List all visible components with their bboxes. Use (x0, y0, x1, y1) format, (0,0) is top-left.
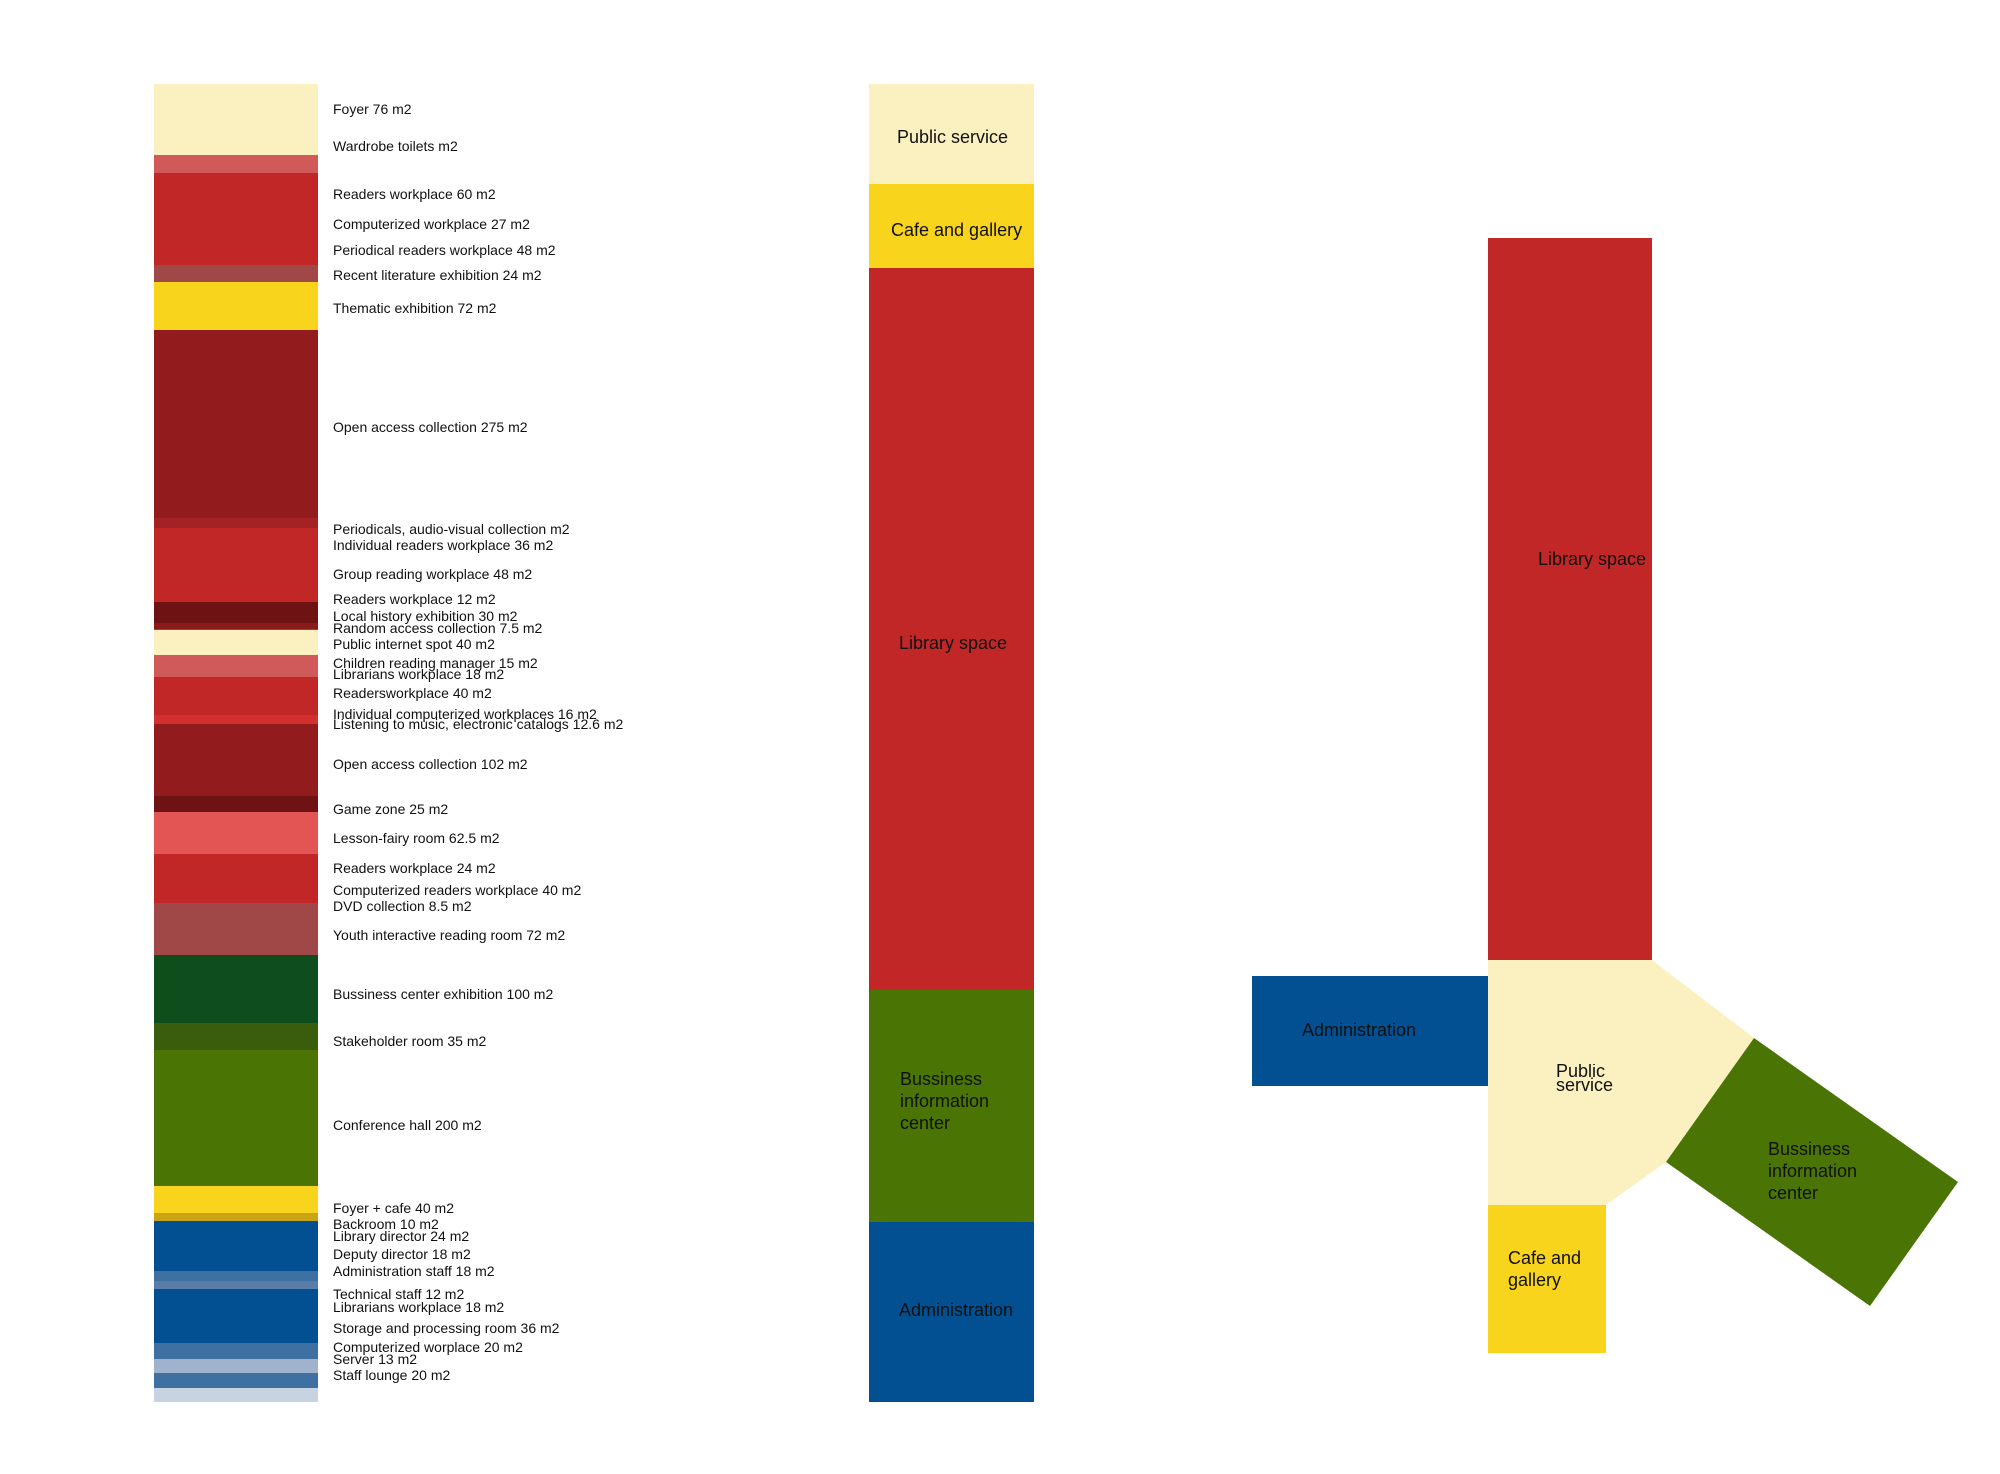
room-label: DVD collection 8.5 m2 (333, 898, 472, 914)
zone-label: Administration (899, 1300, 1014, 1320)
room-segment (154, 1281, 318, 1289)
room-segment (154, 630, 318, 655)
room-label: Server 13 m2 (333, 1351, 418, 1367)
room-label: Bussiness center exhibition 100 m2 (333, 986, 554, 1002)
cafe-label: Cafe and gallery (1508, 1248, 1582, 1290)
zone-segment (869, 1222, 1034, 1402)
zone-label: Cafe and gallery (891, 220, 1023, 240)
room-segment (154, 602, 318, 623)
room-segment (154, 955, 318, 1023)
room-segment (154, 1271, 318, 1281)
room-segment (154, 1359, 318, 1373)
room-label: Local history exhibition 30 m2 (333, 608, 518, 624)
room-segment (154, 1343, 318, 1359)
room-label: Stakeholder room 35 m2 (333, 1033, 487, 1049)
room-label: Readersworkplace 40 m2 (333, 685, 492, 701)
room-label: Open access collection 102 m2 (333, 756, 528, 772)
room-label: Readers workplace 24 m2 (333, 860, 496, 876)
room-segment (154, 330, 318, 518)
room-segment (154, 127, 318, 155)
room-label: Youth interactive reading room 72 m2 (333, 927, 566, 943)
library-block (1488, 238, 1652, 960)
room-segment (154, 796, 318, 812)
room-label: Random access collection 7.5 m2 (333, 620, 543, 636)
zone-segment (869, 990, 1034, 1222)
room-segment (154, 655, 318, 677)
room-label: Foyer 76 m2 (333, 101, 412, 117)
room-segment (154, 854, 318, 898)
zone-segment (869, 184, 1034, 268)
room-label: Wardrobe toilets m2 (333, 138, 458, 154)
public-service-label: Public service (1556, 1064, 1614, 1095)
room-label: Thematic exhibition 72 m2 (333, 300, 497, 316)
room-segment (154, 1023, 318, 1050)
room-label: Deputy director 18 m2 (333, 1246, 471, 1262)
zone-label: Library space (899, 633, 1008, 653)
room-segment (154, 724, 318, 796)
cafe-block (1488, 1205, 1606, 1353)
room-label: Computerized readers workplace 40 m2 (333, 882, 582, 898)
zone-segment (869, 268, 1034, 990)
room-label: Game zone 25 m2 (333, 801, 449, 817)
room-segment (154, 1186, 318, 1213)
zone-label: Bussiness information center (900, 1069, 990, 1133)
zone-segment (869, 84, 1034, 184)
room-segment (154, 265, 318, 282)
room-segment (154, 173, 318, 265)
room-label: Computerized worplace 20 m2 (333, 1339, 523, 1355)
room-segment (154, 1388, 318, 1402)
room-label: Periodical readers workplace 48 m2 (333, 242, 556, 258)
room-segment (154, 1221, 318, 1271)
room-segment (154, 282, 318, 330)
room-segment (154, 898, 318, 903)
room-label: Staff lounge 20 m2 (333, 1367, 451, 1383)
room-segment (154, 1373, 318, 1388)
room-label: Library director 24 m2 (333, 1228, 470, 1244)
room-label: Individual computerized workplaces 16 m2 (333, 706, 597, 722)
room-label: Individual readers workplace 36 m2 (333, 537, 554, 553)
room-label: Computerized workplace 27 m2 (333, 216, 530, 232)
room-segment (154, 903, 318, 955)
room-label: Librarians workplace 18 m2 (333, 1299, 505, 1315)
room-label: Lesson-fairy room 62.5 m2 (333, 830, 500, 846)
room-label: Periodicals, audio-visual collection m2 (333, 521, 570, 537)
room-label: Listening to music, electronic catalogs … (333, 716, 624, 732)
room-label: Readers workplace 60 m2 (333, 186, 496, 202)
room-label: Open access collection 275 m2 (333, 419, 528, 435)
room-segment (154, 715, 318, 724)
room-segment (154, 623, 318, 629)
room-label: Readers workplace 12 m2 (333, 591, 496, 607)
business-label: Bussiness information center (1768, 1139, 1858, 1203)
room-label: Conference hall 200 m2 (333, 1117, 482, 1133)
room-label: Children reading manager 15 m2 (333, 655, 538, 671)
room-segment (154, 518, 318, 528)
room-segment (154, 1213, 318, 1221)
room-label: Administration staff 18 m2 (333, 1263, 495, 1279)
room-label: Librarians workplace 18 m2 (333, 666, 505, 682)
room-segment (154, 155, 318, 173)
room-segment (154, 677, 318, 715)
zone-label: Public service (897, 127, 1009, 147)
room-label: Group reading workplace 48 m2 (333, 566, 533, 582)
library-label: Library space (1538, 549, 1647, 569)
room-segment (154, 629, 318, 630)
room-label: Backroom 10 m2 (333, 1216, 439, 1232)
business-block (1666, 1038, 1958, 1306)
room-segment (154, 1050, 318, 1186)
room-label: Technical staff 12 m2 (333, 1286, 465, 1302)
room-label: Foyer + cafe 40 m2 (333, 1200, 455, 1216)
administration-block (1252, 976, 1488, 1086)
room-segment (154, 1289, 318, 1343)
public-service-block (1488, 960, 1754, 1205)
room-label: Public internet spot 40 m2 (333, 636, 495, 652)
room-label: Storage and processing room 36 m2 (333, 1320, 560, 1336)
room-label: Recent literature exhibition 24 m2 (333, 267, 542, 283)
room-segment (154, 812, 318, 854)
room-segment (154, 528, 318, 602)
administration-label: Administration (1302, 1020, 1417, 1040)
